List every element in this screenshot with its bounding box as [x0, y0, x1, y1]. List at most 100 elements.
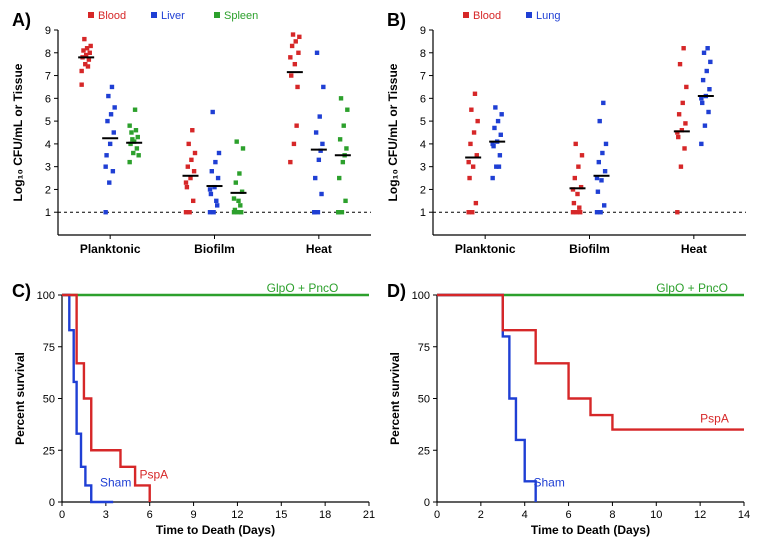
data-point [682, 146, 686, 150]
panel-c: C) 0255075100036912151821Percent surviva… [8, 279, 379, 546]
data-point [336, 210, 340, 214]
data-point [79, 82, 83, 86]
svg-text:0: 0 [424, 497, 430, 509]
data-point [294, 123, 298, 127]
data-point [575, 192, 579, 196]
survival-curve [437, 295, 744, 430]
svg-text:75: 75 [43, 342, 55, 354]
data-point [469, 108, 473, 112]
data-point [217, 151, 221, 155]
svg-text:2: 2 [478, 509, 484, 521]
data-point [238, 203, 242, 207]
curve-label: Sham [533, 476, 564, 490]
data-point [678, 62, 682, 66]
svg-text:50: 50 [43, 394, 55, 406]
data-point [107, 180, 111, 184]
svg-text:8: 8 [420, 48, 426, 60]
category-label: Planktonic [455, 242, 516, 256]
data-point [706, 110, 710, 114]
category-label: Biofilm [194, 242, 235, 256]
data-point [288, 55, 292, 59]
data-point [702, 51, 706, 55]
data-point [288, 160, 292, 164]
data-point [313, 176, 317, 180]
data-point [700, 101, 704, 105]
data-point [232, 196, 236, 200]
data-point [289, 73, 293, 77]
data-point [293, 62, 297, 66]
data-point [292, 142, 296, 146]
data-point [578, 210, 582, 214]
legend-label: Spleen [224, 10, 258, 22]
data-point [603, 169, 607, 173]
svg-text:8: 8 [609, 509, 615, 521]
svg-text:2: 2 [45, 184, 51, 196]
data-point [466, 160, 470, 164]
legend-marker [88, 12, 94, 18]
data-point [604, 142, 608, 146]
data-point [185, 185, 189, 189]
data-point [297, 35, 301, 39]
data-point [677, 112, 681, 116]
data-point [598, 119, 602, 123]
data-point [493, 105, 497, 109]
data-point [497, 164, 501, 168]
data-point [499, 133, 503, 137]
data-point [187, 210, 191, 214]
data-point [193, 151, 197, 155]
svg-text:1: 1 [420, 207, 426, 219]
data-point [312, 210, 316, 214]
data-point [681, 46, 685, 50]
data-point [192, 169, 196, 173]
y-axis-title: Log₁₀ CFU/mL or Tissue [386, 63, 400, 201]
data-point [684, 85, 688, 89]
data-point [187, 142, 191, 146]
data-point [105, 119, 109, 123]
panel-a: A) 123456789Log₁₀ CFU/mL or TissuePlankt… [8, 8, 379, 275]
data-point [184, 180, 188, 184]
data-point [291, 32, 295, 36]
panel-b: B) 123456789Log₁₀ CFU/mL or TissuePlankt… [383, 8, 754, 275]
category-label: Heat [681, 242, 707, 256]
data-point [498, 153, 502, 157]
data-point [131, 151, 135, 155]
data-point [314, 130, 318, 134]
legend-label: Blood [98, 10, 126, 22]
data-point [103, 164, 107, 168]
data-point [492, 126, 496, 130]
svg-text:3: 3 [103, 509, 109, 521]
svg-text:6: 6 [566, 509, 572, 521]
data-point [134, 128, 138, 132]
svg-text:9: 9 [191, 509, 197, 521]
svg-text:2: 2 [420, 184, 426, 196]
data-point [209, 192, 213, 196]
data-point [103, 210, 107, 214]
data-point [572, 201, 576, 205]
data-point [319, 192, 323, 196]
svg-text:5: 5 [45, 116, 51, 128]
data-point [675, 210, 679, 214]
data-point [127, 160, 131, 164]
survival-curve [437, 295, 536, 502]
svg-text:3: 3 [45, 162, 51, 174]
data-point [129, 130, 133, 134]
data-point [211, 210, 215, 214]
curve-label: GlpO + PncO [267, 281, 339, 295]
svg-text:10: 10 [650, 509, 662, 521]
data-point [136, 153, 140, 157]
data-point [681, 101, 685, 105]
curve-label: PspA [700, 411, 729, 425]
data-point [109, 112, 113, 116]
data-point [315, 51, 319, 55]
data-point [110, 85, 114, 89]
data-point [470, 210, 474, 214]
survival-plot: 025507510002468101214Percent survivalTim… [383, 279, 754, 544]
legend-marker [463, 12, 469, 18]
data-point [211, 110, 215, 114]
data-point [573, 176, 577, 180]
legend-label: Blood [473, 10, 501, 22]
scatter-plot: 123456789Log₁₀ CFU/mL or TissuePlanktoni… [8, 8, 379, 273]
svg-text:12: 12 [694, 509, 706, 521]
data-point [318, 114, 322, 118]
legend-label: Liver [161, 10, 185, 22]
